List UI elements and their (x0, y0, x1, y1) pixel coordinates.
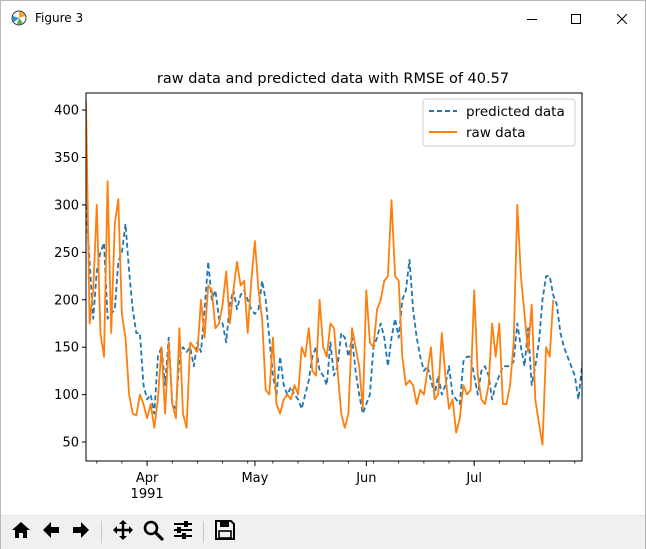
window-title: Figure 3 (35, 11, 84, 25)
x-tick-label: Jun (355, 471, 376, 486)
save-icon (214, 519, 236, 545)
y-axis: 50 100 150 200 250 300 350 400 (54, 104, 86, 451)
minimize-icon (527, 9, 537, 28)
x-tick-label: May (241, 471, 268, 486)
configure-subplots-button[interactable] (169, 518, 197, 546)
chart-title: raw data and predicted data with RMSE of… (157, 71, 509, 87)
x-tick-sublabel: 1991 (131, 487, 164, 502)
close-icon (616, 9, 628, 28)
y-tick-label: 200 (54, 293, 79, 308)
legend-label-raw: raw data (466, 125, 526, 141)
toolbar-separator (101, 521, 102, 543)
y-tick-label: 250 (54, 246, 79, 261)
legend-label-predicted: predicted data (466, 104, 565, 120)
axes-frame (85, 92, 583, 462)
minimize-button[interactable] (509, 1, 555, 35)
y-tick-label: 150 (54, 341, 79, 356)
back-arrow-icon (40, 519, 62, 545)
matplotlib-icon (11, 10, 27, 26)
maximize-icon (571, 9, 581, 28)
home-button[interactable] (7, 518, 35, 546)
toolbar-separator (203, 521, 204, 543)
y-tick-label: 50 (62, 436, 79, 451)
forward-button[interactable] (67, 518, 95, 546)
navigation-toolbar (1, 515, 645, 549)
forward-arrow-icon (70, 519, 92, 545)
back-button[interactable] (37, 518, 65, 546)
pan-button[interactable] (109, 518, 137, 546)
figure-canvas[interactable]: raw data and predicted data with RMSE of… (1, 35, 645, 515)
home-icon (10, 519, 32, 545)
y-tick-label: 400 (54, 104, 79, 119)
y-tick-label: 300 (54, 198, 79, 213)
save-button[interactable] (211, 518, 239, 546)
x-tick-label: Jul (465, 471, 482, 486)
legend: predicted data raw data (422, 98, 576, 147)
zoom-icon (142, 519, 164, 545)
zoom-button[interactable] (139, 518, 167, 546)
y-tick-label: 350 (54, 151, 79, 166)
chart-svg: raw data and predicted data with RMSE of… (54, 71, 583, 502)
pan-icon (112, 519, 134, 545)
close-button[interactable] (599, 1, 645, 35)
series-layer (86, 100, 582, 446)
legend-box (422, 98, 576, 147)
title-bar[interactable]: Figure 3 (1, 1, 645, 35)
series-line-raw (86, 100, 555, 446)
y-tick-label: 100 (54, 388, 79, 403)
maximize-button[interactable] (553, 1, 599, 35)
configure-subplots-icon (172, 519, 194, 545)
x-tick-label: Apr (136, 471, 159, 486)
